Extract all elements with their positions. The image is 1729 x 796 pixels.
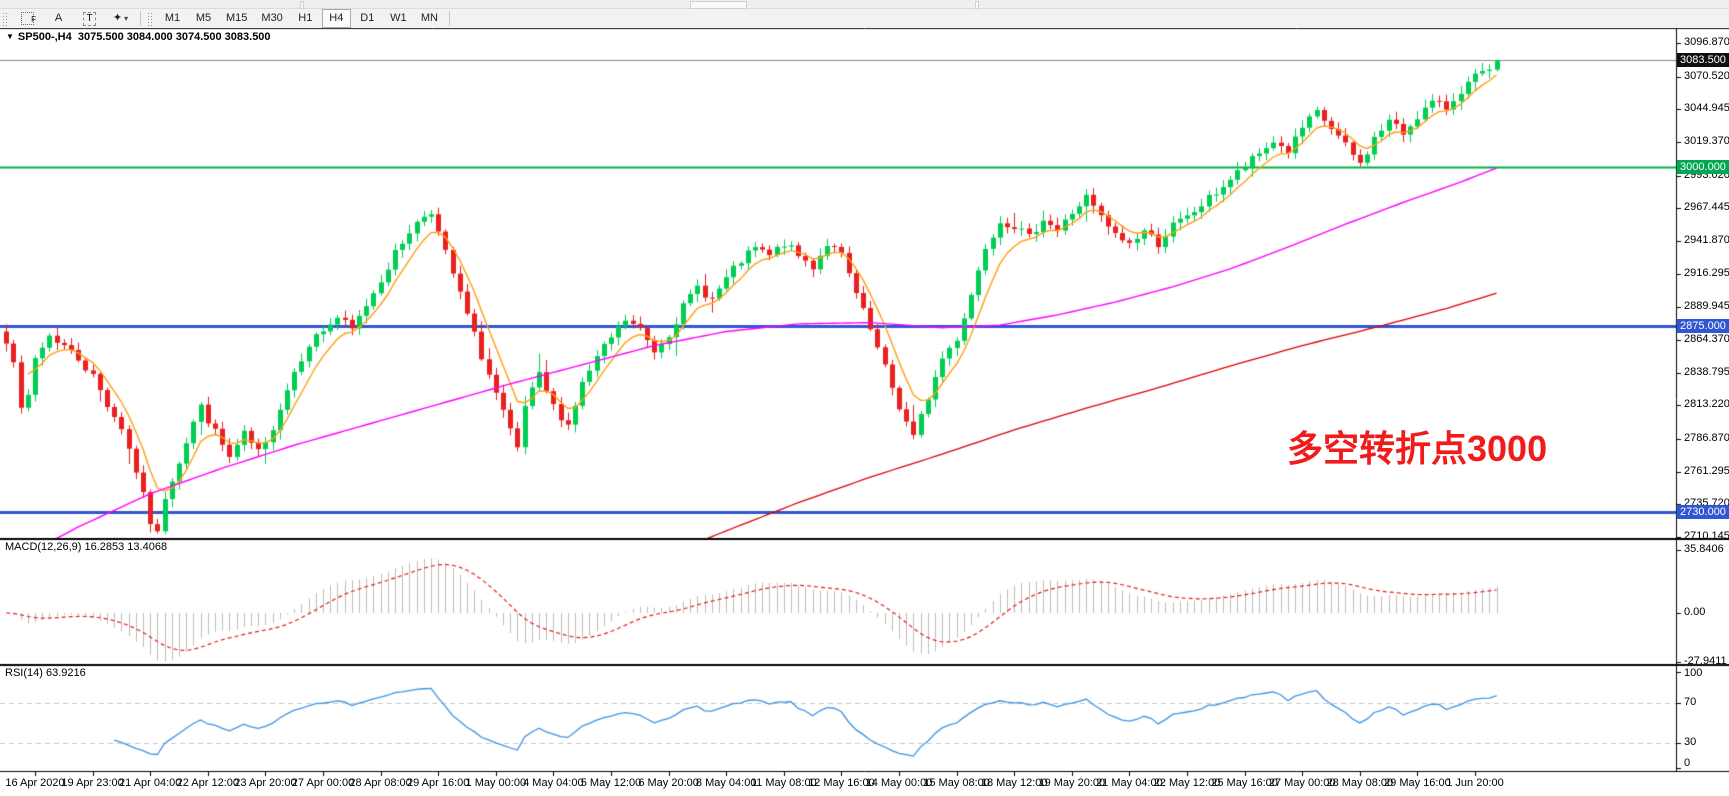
price-axis-label: 3096.870 — [1684, 36, 1729, 48]
chevron-down-icon: ▾ — [124, 14, 129, 23]
chart-title: ▼ SP500-,H4 3075.500 3084.000 3074.500 30… — [6, 31, 271, 43]
time-axis-label: 1 Jun 20:00 — [1446, 777, 1504, 789]
arrows-tool-button[interactable]: ✦ ▾ — [106, 9, 135, 28]
toolbar-separator — [140, 11, 141, 26]
toolbar-grip[interactable] — [147, 11, 153, 26]
price-axis-label: 2761.295 — [1684, 465, 1729, 477]
macd-indicator-label: MACD(12,26,9) 16.2853 13.4068 — [5, 541, 168, 553]
price-axis-label: 3070.520 — [1684, 70, 1729, 82]
timeframe-button-m5[interactable]: M5 — [195, 12, 212, 24]
timeframe-button-h4[interactable]: H4 — [321, 9, 351, 28]
price-badge: 2875.000 — [1677, 319, 1729, 333]
timeframe-button-w1[interactable]: W1 — [390, 12, 407, 24]
toolbar: F A T ✦ ▾ M1 M5 M15 M30 H1 H4 D1 W1 MN — [0, 9, 1729, 28]
time-axis-label: 27 Apr 00:00 — [291, 777, 355, 789]
price-badge: 3000.000 — [1677, 160, 1729, 174]
symbol-dropdown-icon[interactable]: ▼ — [6, 32, 14, 41]
arrows-icon: ✦ — [112, 12, 123, 24]
time-axis-label: 19 Apr 23:00 — [61, 777, 124, 789]
time-axis-label: 28 May 08:00 — [1326, 777, 1394, 789]
price-axis-label: 2838.795 — [1684, 366, 1729, 378]
time-axis-label: 15 May 08:00 — [923, 777, 990, 789]
time-axis-label: 19 May 20:00 — [1038, 777, 1106, 789]
time-axis-label: 5 May 12:00 — [580, 777, 642, 789]
time-axis-label: 21 May 04:00 — [1096, 777, 1163, 789]
price-badge: 2730.000 — [1677, 505, 1729, 519]
timeframe-button-d1[interactable]: D1 — [360, 12, 375, 24]
price-axis-label: 2941.870 — [1684, 234, 1729, 246]
time-axis-label: 12 May 16:00 — [808, 777, 875, 789]
time-axis-label: 22 Apr 12:00 — [176, 777, 239, 789]
timeframe-button-m15[interactable]: M15 — [226, 12, 248, 24]
time-axis-label: 21 Apr 04:00 — [118, 777, 182, 789]
fibonacci-icon: F — [21, 12, 36, 25]
price-axis-label: 3019.370 — [1684, 135, 1729, 147]
text-label-icon: T — [83, 12, 96, 26]
time-axis-label: 27 May 00:00 — [1268, 777, 1336, 789]
top-toolbar-strip — [0, 0, 1729, 9]
rsi-axis-label: 100 — [1684, 667, 1703, 679]
price-axis-label: 2916.295 — [1684, 267, 1729, 279]
rsi-indicator-label: RSI(14) 63.9216 — [5, 667, 86, 679]
time-axis-label: 25 May 16:00 — [1211, 777, 1278, 789]
symbol-period: SP500-,H4 — [17, 31, 72, 43]
time-axis-label: 11 May 08:00 — [750, 777, 817, 789]
time-axis-label: 29 Apr 16:00 — [406, 777, 470, 789]
timeframe-group: M1 M5 M15 M30 H1 H4 D1 W1 MN — [157, 9, 445, 28]
toolbar-separator — [448, 11, 450, 26]
price-axis-label: 2889.945 — [1684, 300, 1729, 312]
time-axis-label: 29 May 16:00 — [1384, 777, 1451, 789]
macd-axis-label: -27.9411 — [1684, 655, 1727, 667]
top-strip-box — [690, 1, 747, 9]
text-tool-button[interactable]: A — [44, 9, 73, 28]
rsi-axis-label: 70 — [1684, 696, 1697, 708]
time-axis-label: 1 May 00:00 — [465, 777, 527, 789]
time-axis-label: 16 Apr 2020 — [5, 777, 65, 789]
timeframe-button-m1[interactable]: M1 — [164, 12, 181, 24]
toolbar-grip[interactable] — [2, 11, 8, 26]
time-axis-label: 14 May 00:00 — [865, 777, 933, 789]
macd-axis-label: 35.8406 — [1684, 543, 1724, 555]
price-axis-label: 2813.220 — [1684, 398, 1729, 410]
price-axis-label: 2967.445 — [1684, 201, 1729, 213]
price-badge: 3083.500 — [1677, 53, 1729, 67]
price-axis-label: 2786.870 — [1684, 432, 1729, 444]
rsi-axis-label: 30 — [1684, 736, 1697, 748]
rsi-value: 63.9216 — [45, 667, 86, 679]
time-axis-label: 28 Apr 08:00 — [349, 777, 412, 789]
text-icon: A — [54, 12, 63, 24]
time-axis-label: 18 May 12:00 — [980, 777, 1048, 789]
fibonacci-tool-button[interactable]: F — [13, 9, 42, 28]
timeframe-button-h1[interactable]: H1 — [298, 12, 313, 24]
price-axis-label: 2864.370 — [1684, 333, 1729, 345]
time-axis-label: 8 May 04:00 — [695, 777, 757, 789]
chart-annotation: 多空转折点3000 — [1287, 428, 1548, 469]
timeframe-button-mn[interactable]: MN — [420, 12, 438, 24]
price-axis-label: 2710.145 — [1684, 530, 1729, 542]
top-strip-sep — [300, 1, 304, 9]
time-axis-label: 23 Apr 20:00 — [234, 777, 297, 789]
time-axis-label: 6 May 20:00 — [638, 777, 699, 789]
top-strip-sep — [975, 1, 979, 9]
time-axis-label: 22 May 12:00 — [1153, 777, 1221, 789]
text-label-tool-button[interactable]: T — [75, 9, 104, 28]
price-axis-label: 3044.945 — [1684, 102, 1729, 114]
timeframe-button-m30[interactable]: M30 — [261, 12, 283, 24]
ohlc-readout: 3075.500 3084.000 3074.500 3083.500 — [77, 31, 271, 43]
macd-values: 16.2853 13.4068 — [84, 541, 168, 553]
time-axis-label: 4 May 04:00 — [523, 777, 584, 789]
macd-axis-label: 0.00 — [1684, 606, 1706, 618]
rsi-axis-label: 0 — [1684, 757, 1691, 769]
